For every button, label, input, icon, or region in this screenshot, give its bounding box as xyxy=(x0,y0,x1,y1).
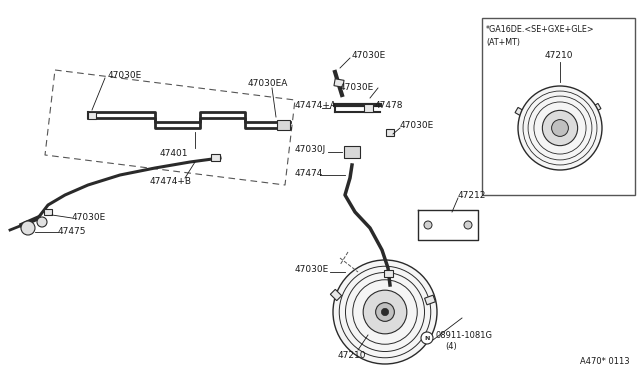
Circle shape xyxy=(552,120,568,137)
Bar xyxy=(364,104,372,112)
Circle shape xyxy=(363,290,407,334)
Text: 47030E: 47030E xyxy=(295,266,329,275)
Text: 47475: 47475 xyxy=(58,228,86,237)
Text: *GA16DE.<SE+GXE+GLE>: *GA16DE.<SE+GXE+GLE> xyxy=(486,26,595,35)
Circle shape xyxy=(518,86,602,170)
Bar xyxy=(383,269,392,276)
Circle shape xyxy=(464,221,472,229)
Text: 47030E: 47030E xyxy=(340,83,374,93)
Circle shape xyxy=(37,217,47,227)
Text: (AT+MT): (AT+MT) xyxy=(486,38,520,46)
Text: 47474+A: 47474+A xyxy=(295,102,337,110)
Text: 47210: 47210 xyxy=(338,350,367,359)
Text: 47212: 47212 xyxy=(458,190,486,199)
Text: 47030EA: 47030EA xyxy=(248,80,289,89)
Bar xyxy=(334,79,344,87)
Bar xyxy=(515,108,525,116)
Text: 47474+B: 47474+B xyxy=(150,177,192,186)
Text: 47030E: 47030E xyxy=(108,71,142,80)
Bar xyxy=(591,103,601,113)
Text: 47030E: 47030E xyxy=(352,51,387,60)
Bar xyxy=(44,209,52,215)
Text: 47401: 47401 xyxy=(160,148,189,157)
Bar xyxy=(344,146,360,158)
Circle shape xyxy=(381,308,388,315)
Text: 47478: 47478 xyxy=(375,100,403,109)
Bar xyxy=(330,289,342,301)
Text: 47030J: 47030J xyxy=(295,145,326,154)
Bar xyxy=(386,128,394,135)
Text: 47210: 47210 xyxy=(545,51,573,61)
Circle shape xyxy=(542,110,578,146)
Bar xyxy=(211,154,220,160)
Text: N: N xyxy=(424,336,429,340)
Circle shape xyxy=(376,303,394,321)
Bar xyxy=(88,112,96,119)
Text: (4): (4) xyxy=(445,343,457,352)
Circle shape xyxy=(21,221,35,235)
Bar xyxy=(424,295,435,305)
Text: 47030E: 47030E xyxy=(72,214,106,222)
Circle shape xyxy=(333,260,437,364)
Text: 47030E: 47030E xyxy=(400,122,435,131)
Circle shape xyxy=(421,332,433,344)
Text: 47474: 47474 xyxy=(295,169,323,177)
Bar xyxy=(276,120,289,130)
Bar xyxy=(482,18,635,195)
Circle shape xyxy=(424,221,432,229)
Text: 08911-1081G: 08911-1081G xyxy=(435,331,492,340)
Text: A470* 0113: A470* 0113 xyxy=(580,357,630,366)
